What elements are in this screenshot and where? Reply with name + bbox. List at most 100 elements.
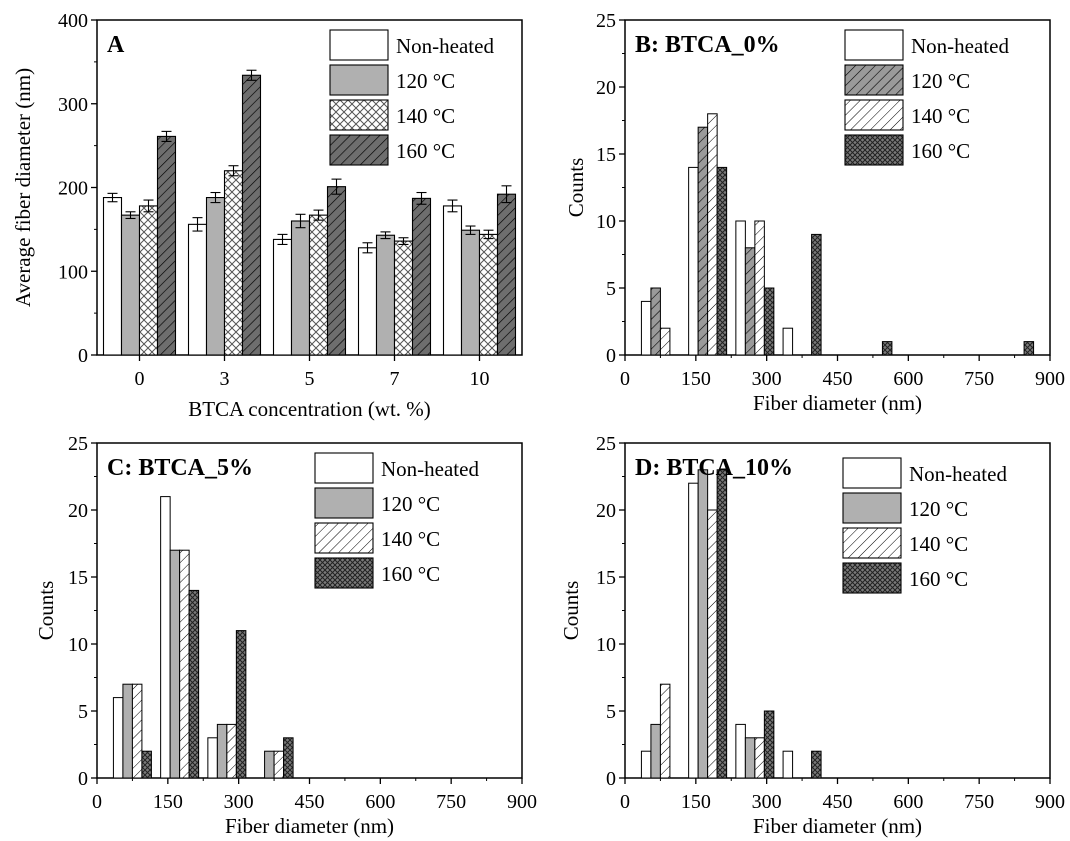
y-tick-label: 20 xyxy=(596,77,616,99)
bar xyxy=(131,683,143,779)
x-tick-label: 0 xyxy=(620,368,630,390)
x-tick-label: 900 xyxy=(1035,791,1065,813)
legend-label: 120 °C xyxy=(381,492,440,516)
y-tick-label: 5 xyxy=(606,278,616,300)
bar xyxy=(707,509,718,779)
x-tick-label: 600 xyxy=(893,368,923,390)
legend-swatch xyxy=(842,492,902,524)
bar xyxy=(735,723,746,779)
bar xyxy=(460,229,481,356)
bar xyxy=(411,197,432,356)
x-tick-label: 300 xyxy=(752,368,782,390)
y-tick-label: 300 xyxy=(58,94,88,116)
x-tick-label: 600 xyxy=(365,791,395,813)
panel-title: C: BTCA_5% xyxy=(107,455,253,481)
y-tick-label: 10 xyxy=(596,211,616,233)
bar xyxy=(640,750,652,779)
bar xyxy=(659,327,671,356)
legend-swatch xyxy=(842,457,902,489)
x-tick-label: 750 xyxy=(964,368,994,390)
bar xyxy=(735,220,746,356)
bar xyxy=(141,750,152,779)
y-tick-label: 15 xyxy=(596,144,616,166)
y-tick-label: 10 xyxy=(596,634,616,656)
bar xyxy=(226,723,237,779)
y-tick-label: 20 xyxy=(596,500,616,522)
legend: Non-heated 120 °C 140 °C 160 °C xyxy=(842,457,1007,594)
y-tick-label: 15 xyxy=(68,567,88,589)
legend-swatch xyxy=(844,64,904,96)
chart-panel-d: 0 5 10 15 20 25 Counts Fiber diameter (nm) 0 150 3… xyxy=(559,433,1065,838)
panel-title: B: BTCA_0% xyxy=(635,32,780,58)
x-tick-label: 10 xyxy=(470,368,490,390)
bar xyxy=(216,723,228,779)
y-axis-label: Counts xyxy=(559,581,583,641)
legend-label: 160 °C xyxy=(396,139,455,163)
bar xyxy=(122,683,133,779)
bar xyxy=(112,697,124,779)
bar xyxy=(205,197,226,356)
y-tick-label: 25 xyxy=(68,433,88,455)
bar xyxy=(881,341,893,356)
bar xyxy=(102,197,123,356)
bar xyxy=(811,233,822,356)
legend-swatch xyxy=(329,99,389,131)
bar xyxy=(744,737,756,779)
bar xyxy=(688,482,699,779)
y-tick-label: 0 xyxy=(606,345,616,367)
legend-swatch xyxy=(329,64,389,96)
legend-label: Non-heated xyxy=(396,34,494,58)
legend-swatch xyxy=(844,134,904,166)
x-axis-label: Fiber diameter (nm) xyxy=(225,814,394,838)
x-tick-label: 300 xyxy=(224,791,254,813)
y-tick-label: 100 xyxy=(58,261,88,283)
bar xyxy=(160,496,171,779)
bar xyxy=(326,186,347,356)
bar xyxy=(393,240,414,356)
legend-label: Non-heated xyxy=(909,462,1007,486)
bar xyxy=(120,214,141,356)
x-tick-label: 900 xyxy=(1035,368,1065,390)
legend: Non-heated 120 °C 140 °C 160 °C xyxy=(844,29,1009,166)
bar xyxy=(688,166,699,356)
y-tick-label: 10 xyxy=(68,634,88,656)
bar xyxy=(169,549,181,779)
legend-label: 120 °C xyxy=(911,69,970,93)
bar xyxy=(716,166,728,356)
bar xyxy=(754,220,765,356)
bar xyxy=(375,234,396,356)
legend-swatch xyxy=(314,557,374,589)
legend-label: 140 °C xyxy=(909,532,968,556)
x-tick-label: 750 xyxy=(436,791,466,813)
bar xyxy=(650,287,661,356)
bar xyxy=(763,710,775,779)
legend-label: Non-heated xyxy=(911,34,1009,58)
legend: Non-heated 120 °C 140 °C 160 °C xyxy=(329,29,494,166)
legend-label: 140 °C xyxy=(381,527,440,551)
x-tick-label: 450 xyxy=(823,791,853,813)
y-axis-label: Average fiber diameter (nm) xyxy=(11,68,35,307)
legend-swatch xyxy=(329,29,389,61)
chart-panel-c: 0 5 10 15 20 25 Counts Fiber diameter (nm) 0 150 3… xyxy=(34,433,537,838)
x-tick-label: 5 xyxy=(305,368,315,390)
panel-title: D: BTCA_10% xyxy=(635,455,793,481)
legend-label: 160 °C xyxy=(909,567,968,591)
x-tick-label: 750 xyxy=(964,791,994,813)
y-tick-label: 0 xyxy=(78,345,88,367)
bar xyxy=(273,750,285,779)
y-tick-label: 0 xyxy=(78,768,88,790)
y-tick-label: 400 xyxy=(58,10,88,32)
bar xyxy=(478,233,499,356)
bar xyxy=(138,205,159,356)
bar xyxy=(754,737,765,779)
legend-swatch xyxy=(842,527,902,559)
bar xyxy=(650,723,661,779)
bar xyxy=(272,238,293,356)
y-tick-label: 25 xyxy=(596,10,616,32)
legend-label: 160 °C xyxy=(911,139,970,163)
x-tick-label: 600 xyxy=(893,791,923,813)
y-axis-label: Counts xyxy=(564,158,588,218)
x-tick-label: 0 xyxy=(92,791,102,813)
x-tick-label: 150 xyxy=(153,791,183,813)
